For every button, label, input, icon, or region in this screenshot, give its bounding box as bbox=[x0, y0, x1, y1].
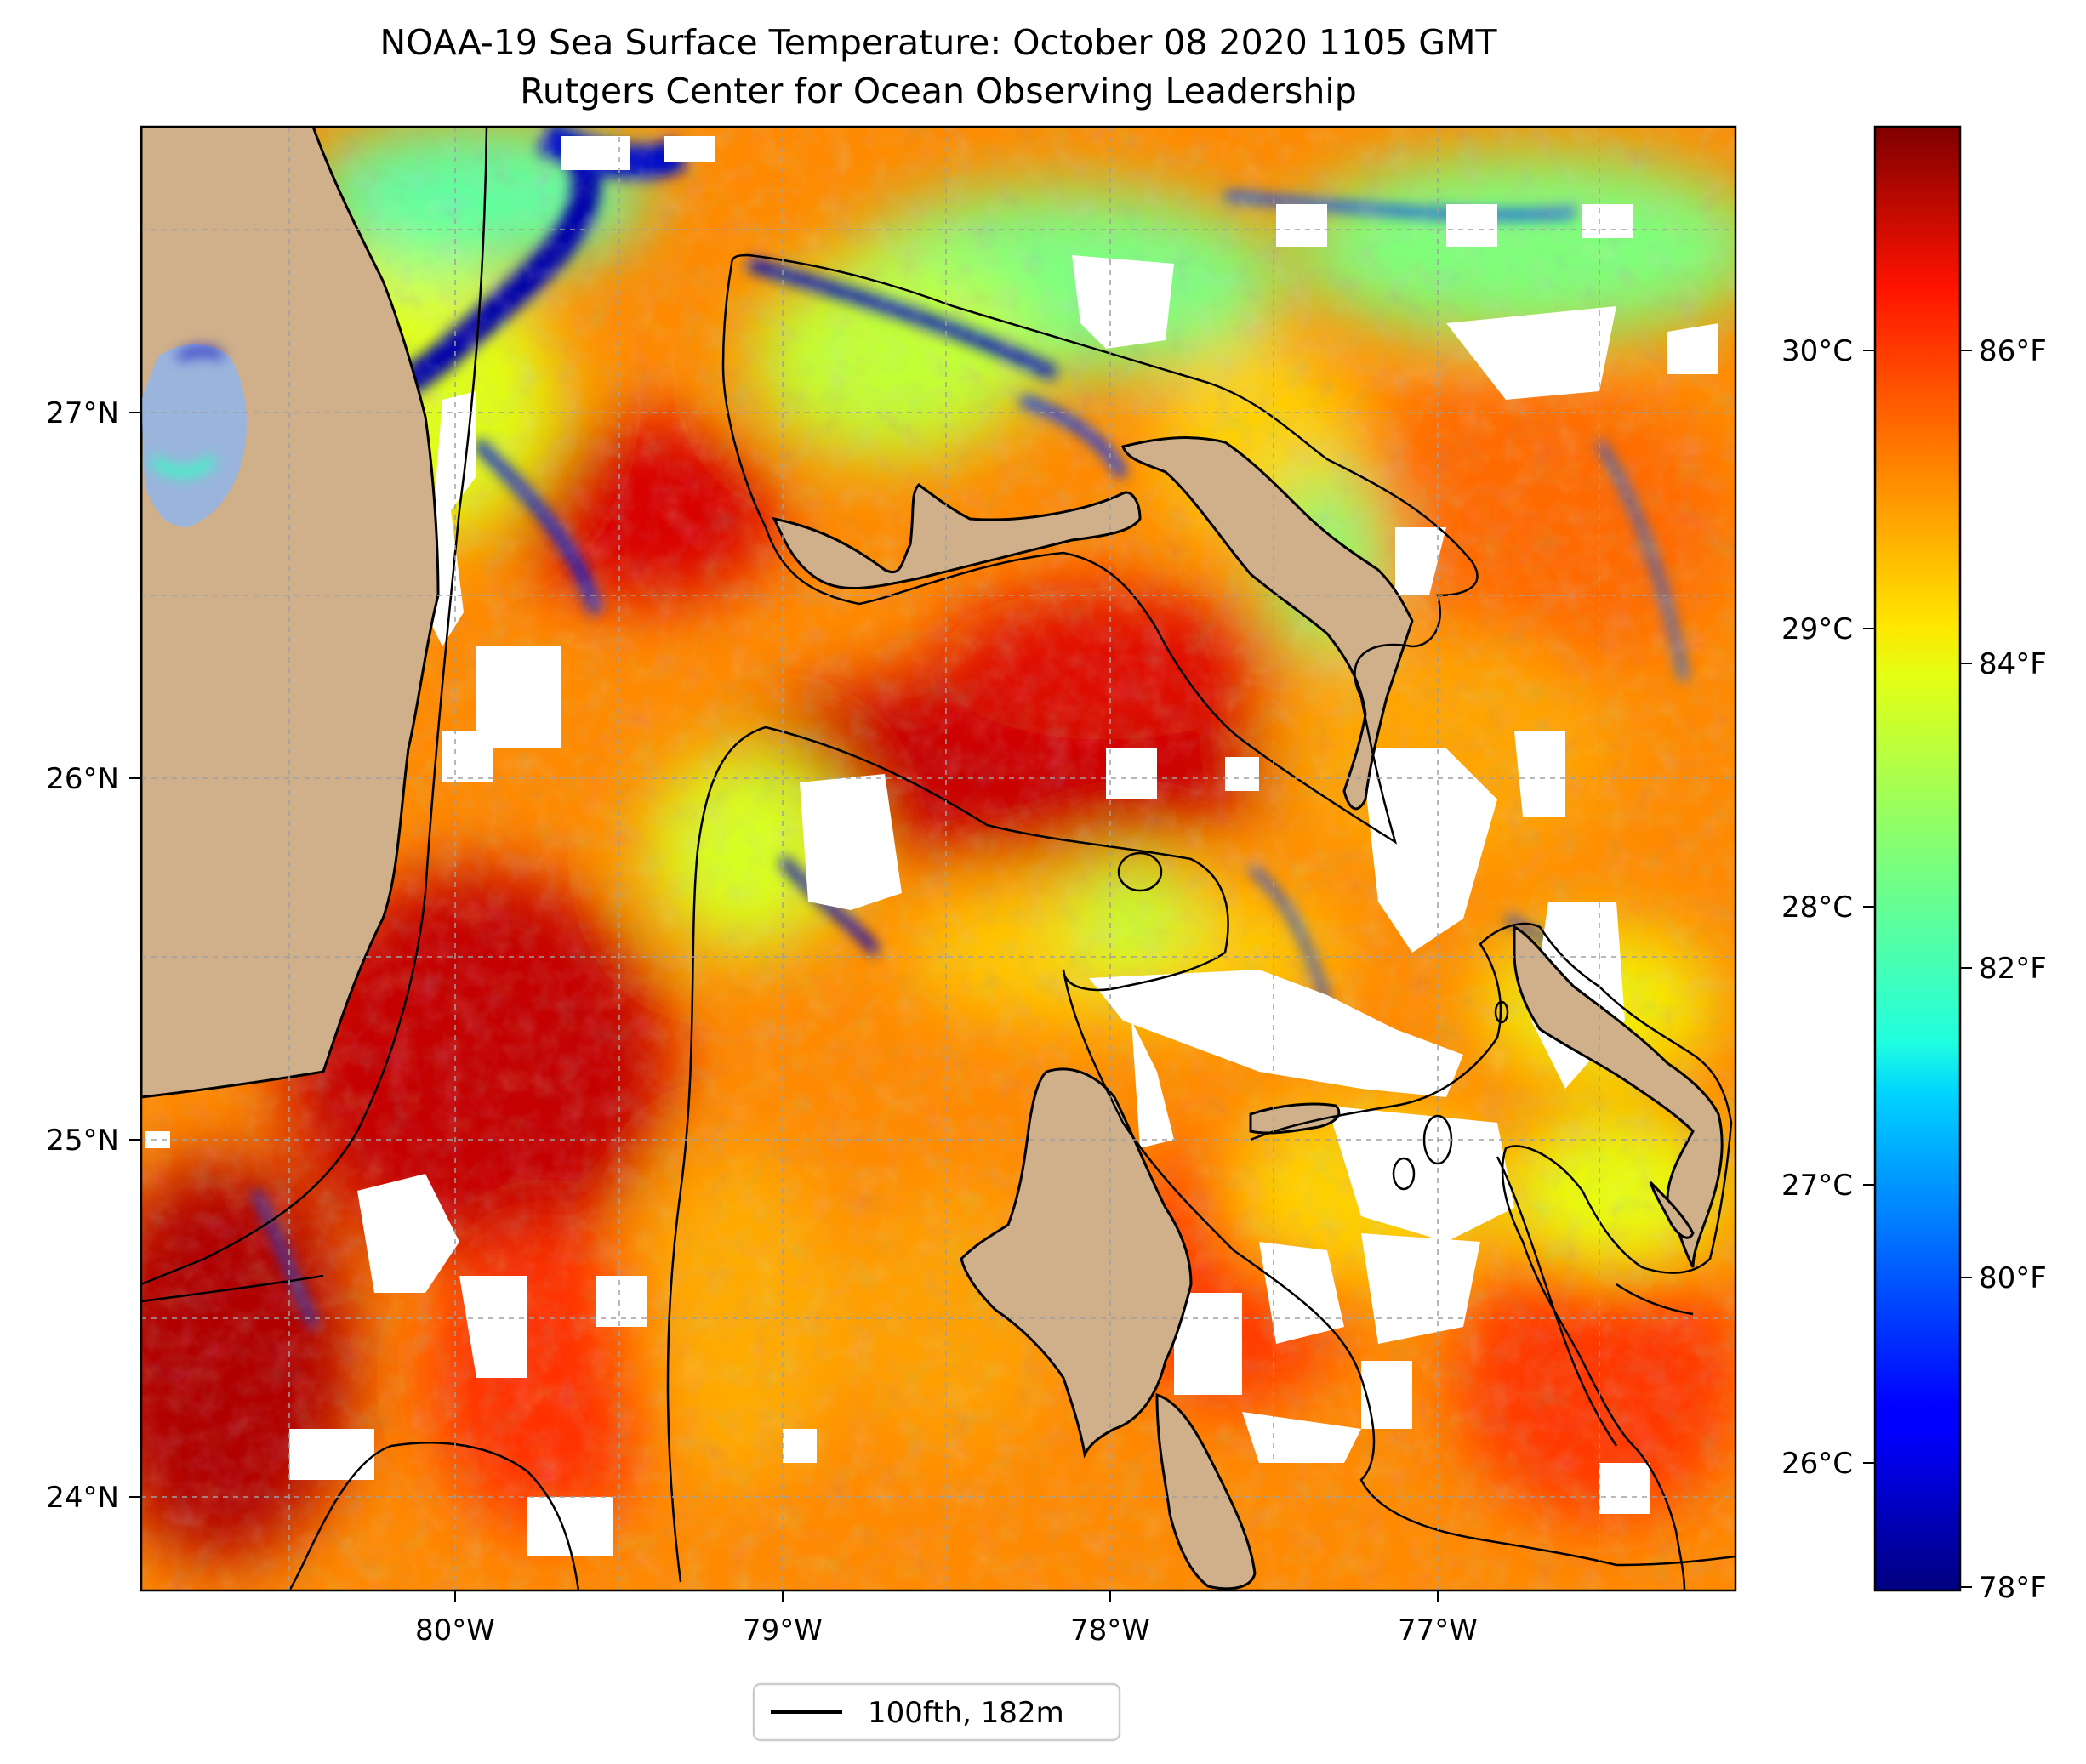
chart-title-line2: Rutgers Center for Ocean Observing Leade… bbox=[520, 71, 1357, 111]
isobath-great-bahama-bank bbox=[666, 726, 1735, 1583]
lat-tick-label: 24°N bbox=[46, 1481, 119, 1515]
lon-tick-label: 79°W bbox=[743, 1613, 823, 1647]
lon-tick-label: 78°W bbox=[1070, 1613, 1150, 1647]
colorbar-celsius-label: 29°C bbox=[1781, 612, 1853, 646]
isobath-exuma-sound bbox=[1250, 922, 1733, 1590]
andros-island bbox=[960, 1067, 1193, 1459]
legend-box: 100fth, 182m bbox=[752, 1682, 1121, 1742]
longitude-axis bbox=[454, 1590, 1439, 1602]
eleuthera-island bbox=[1513, 925, 1724, 1268]
map-panel bbox=[141, 127, 1735, 1590]
colorbar-fahrenheit-label: 84°F bbox=[1979, 647, 2047, 681]
colorbar-celsius-label: 28°C bbox=[1781, 891, 1853, 925]
colorbar-fahrenheit-label: 80°F bbox=[1979, 1261, 2047, 1295]
no-data-cloud-patches bbox=[145, 136, 1718, 1556]
colorbar-fahrenheit-label: 82°F bbox=[1979, 952, 2047, 986]
colorbar-celsius-label: 30°C bbox=[1781, 334, 1853, 368]
lon-tick-label: 80°W bbox=[415, 1613, 495, 1647]
colorbar-gradient bbox=[1873, 125, 1962, 1592]
isobath-bank-seamount-4 bbox=[1494, 1000, 1509, 1024]
new-providence-island bbox=[1249, 1102, 1341, 1135]
isobath-florida-straits-west bbox=[141, 127, 488, 1286]
lat-tick-label: 27°N bbox=[46, 396, 119, 430]
legend-isobath-label: 100fth, 182m bbox=[868, 1696, 1064, 1730]
abaco-island bbox=[1121, 436, 1414, 811]
map-gridlines bbox=[141, 127, 1735, 1590]
isobath-bank-seamount-1 bbox=[1117, 851, 1163, 892]
lake-edge-sst bbox=[149, 347, 224, 477]
lat-tick-label: 26°N bbox=[46, 762, 119, 796]
isobath-berry-islands bbox=[1616, 1283, 1694, 1316]
isobath-florida-keys bbox=[141, 1274, 580, 1590]
colorbar-celsius-ticks bbox=[1863, 350, 1875, 1464]
colorbar-fahrenheit-label: 86°F bbox=[1979, 334, 2047, 368]
isobath-bank-seamount-3 bbox=[1392, 1157, 1416, 1191]
chart-title-line1: NOAA-19 Sea Surface Temperature: October… bbox=[379, 22, 1497, 63]
grand-bahama-island bbox=[772, 483, 1142, 590]
colorbar-celsius-label: 26°C bbox=[1781, 1447, 1853, 1481]
colorbar-fahrenheit-label: 78°F bbox=[1979, 1571, 2047, 1605]
south-andros-island bbox=[1155, 1392, 1257, 1590]
latitude-axis bbox=[129, 412, 141, 1498]
lon-tick-label: 77°W bbox=[1398, 1613, 1478, 1647]
map-frame bbox=[140, 125, 1737, 1592]
lat-tick-label: 25°N bbox=[46, 1124, 119, 1158]
lake-okeechobee bbox=[141, 344, 247, 527]
colorbar-fahrenheit-ticks bbox=[1960, 350, 1972, 1588]
isobath-100fth-contours bbox=[141, 127, 1735, 1590]
isobath-tongue-of-ocean bbox=[1496, 1156, 1618, 1447]
colorbar-celsius-label: 27°C bbox=[1781, 1169, 1853, 1203]
cat-island bbox=[1649, 1181, 1695, 1239]
